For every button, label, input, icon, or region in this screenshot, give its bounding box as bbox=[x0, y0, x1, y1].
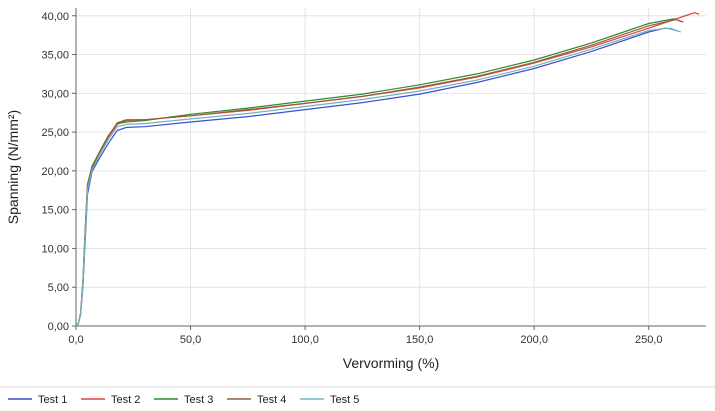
y-tick-labels: 0,00 5,00 10,00 15,00 20,00 25,00 30,00 35,00 40… bbox=[41, 11, 76, 333]
y-tick-label: 35,00 bbox=[41, 50, 69, 62]
y-tick-label: 5,00 bbox=[48, 282, 69, 294]
y-tick-label: 0,00 bbox=[48, 321, 69, 333]
axes bbox=[75, 8, 706, 327]
x-tick-labels: 0,0 50,0 100,0 150,0 200,0 250,0 bbox=[68, 326, 662, 346]
legend-label: Test 2 bbox=[111, 394, 140, 406]
series-lines bbox=[75, 12, 700, 327]
x-tick-label: 200,0 bbox=[520, 334, 548, 346]
x-tick-label: 50,0 bbox=[180, 334, 201, 346]
legend-label: Test 1 bbox=[38, 394, 67, 406]
legend-item-test-4[interactable]: Test 4 bbox=[227, 394, 286, 406]
x-tick-label: 100,0 bbox=[291, 334, 319, 346]
y-tick-label: 20,00 bbox=[41, 166, 69, 178]
legend-label: Test 5 bbox=[330, 394, 359, 406]
legend-item-test-3[interactable]: Test 3 bbox=[154, 394, 213, 406]
series-line-test-4 bbox=[75, 19, 684, 327]
y-tick-label: 15,00 bbox=[41, 205, 69, 217]
y-tick-label: 25,00 bbox=[41, 127, 69, 139]
legend-label: Test 3 bbox=[184, 394, 213, 406]
legend-label: Test 4 bbox=[257, 394, 286, 406]
series-line-test-5 bbox=[75, 27, 681, 327]
legend: Test 1 Test 2 Test 3 Test 4 Test 5 bbox=[8, 394, 359, 406]
x-tick-label: 150,0 bbox=[406, 334, 434, 346]
series-line-test-3 bbox=[75, 18, 681, 327]
x-axis-title: Vervorming (%) bbox=[343, 355, 439, 371]
grid bbox=[76, 8, 706, 326]
y-tick-label: 30,00 bbox=[41, 88, 69, 100]
legend-item-test-5[interactable]: Test 5 bbox=[300, 394, 359, 406]
legend-item-test-2[interactable]: Test 2 bbox=[81, 394, 140, 406]
y-axis-title: Spanning (N/mm²) bbox=[5, 110, 21, 224]
y-tick-label: 40,00 bbox=[41, 11, 69, 23]
legend-item-test-1[interactable]: Test 1 bbox=[8, 394, 67, 406]
x-tick-label: 0,0 bbox=[68, 334, 83, 346]
series-line-test-1 bbox=[75, 27, 677, 327]
x-tick-label: 250,0 bbox=[635, 334, 663, 346]
series-line-test-2 bbox=[75, 12, 700, 327]
y-tick-label: 10,00 bbox=[41, 243, 69, 255]
